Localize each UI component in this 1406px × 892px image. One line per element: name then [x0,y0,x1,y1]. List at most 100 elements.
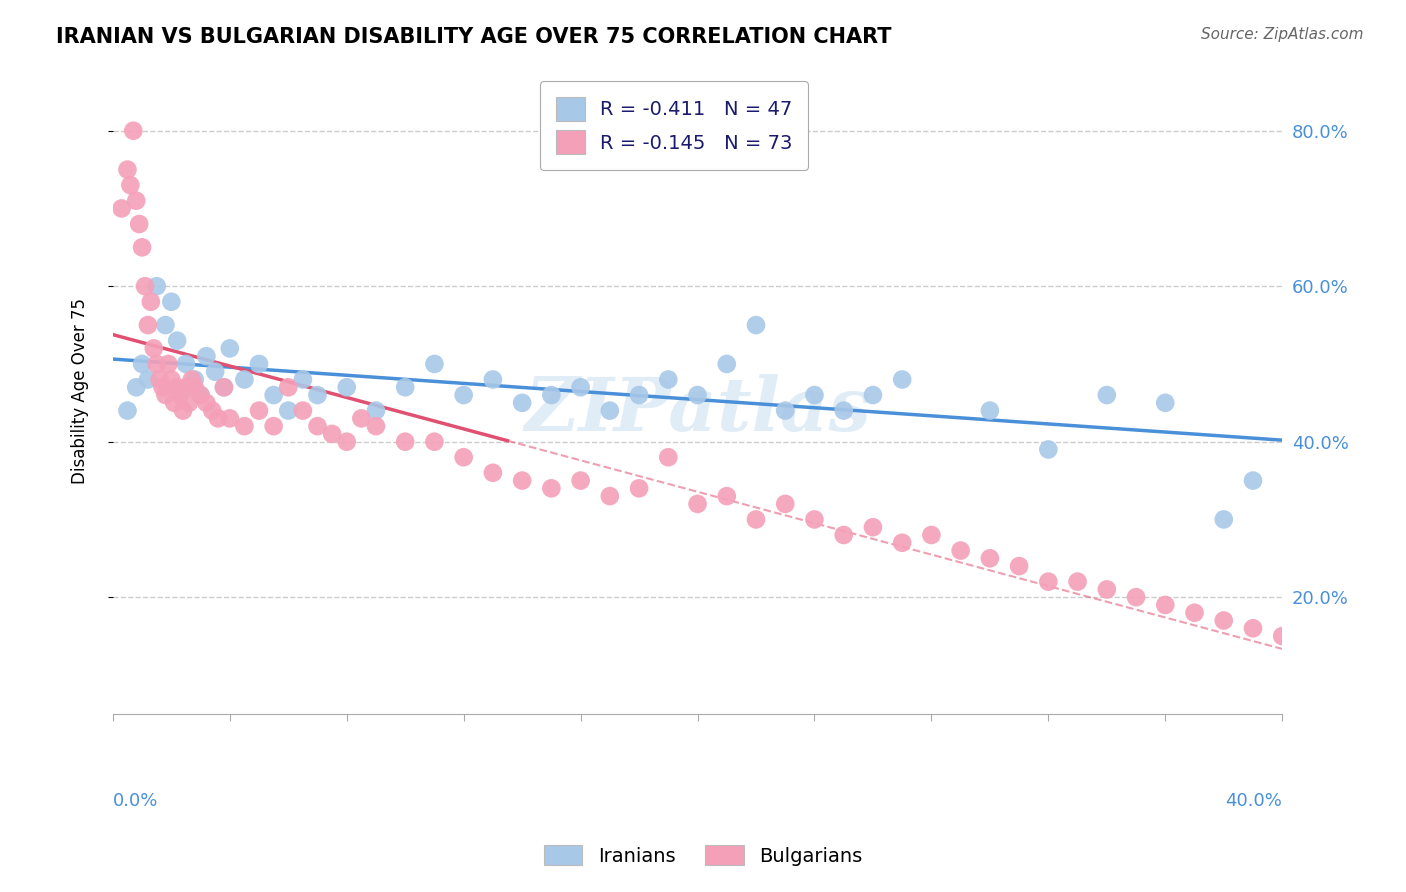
Point [862,388,884,402]
Point [364,419,387,434]
Point [145,357,167,371]
Point [832,403,855,417]
Point [1095,582,1118,597]
Point [862,520,884,534]
Point [803,512,825,526]
Point [218,342,240,356]
Point [773,403,796,417]
Point [145,279,167,293]
Point [1038,574,1060,589]
Text: 40.0%: 40.0% [1226,791,1282,810]
Point [321,426,343,441]
Point [686,388,709,402]
Point [160,372,183,386]
Legend: R = -0.411   N = 47, R = -0.145   N = 73: R = -0.411 N = 47, R = -0.145 N = 73 [540,81,808,169]
Point [716,357,738,371]
Point [247,357,270,371]
Point [1154,598,1177,612]
Point [190,388,212,402]
Point [139,294,162,309]
Point [166,380,188,394]
Point [111,202,134,216]
Point [745,318,768,332]
Point [125,380,148,394]
Point [136,318,159,332]
Point [157,357,180,371]
Point [233,419,256,434]
Point [1038,442,1060,457]
Point [207,411,229,425]
Point [195,349,218,363]
Point [263,419,285,434]
Point [174,380,197,394]
Point [920,528,942,542]
Point [195,396,218,410]
Point [423,434,446,449]
Point [394,434,416,449]
Point [233,372,256,386]
Point [160,294,183,309]
Point [510,396,533,410]
Point [1125,590,1147,604]
Point [803,388,825,402]
Point [163,396,186,410]
Point [628,481,651,495]
Point [166,334,188,348]
Point [142,342,165,356]
Point [122,124,145,138]
Point [117,162,139,177]
Point [1008,559,1031,574]
Point [482,466,505,480]
Point [979,403,1001,417]
Point [569,474,592,488]
Point [1066,574,1088,589]
Point [1241,474,1264,488]
Point [291,403,314,417]
Point [1154,396,1177,410]
Point [1241,621,1264,635]
Point [212,380,235,394]
Point [686,497,709,511]
Point [949,543,972,558]
Legend: Iranians, Bulgarians: Iranians, Bulgarians [536,838,870,873]
Point [716,489,738,503]
Point [136,372,159,386]
Point [1271,629,1294,643]
Point [540,481,562,495]
Point [1184,606,1206,620]
Point [131,357,153,371]
Point [773,497,796,511]
Point [180,372,202,386]
Point [247,403,270,417]
Text: Source: ZipAtlas.com: Source: ZipAtlas.com [1201,27,1364,42]
Point [453,450,475,465]
Point [891,372,914,386]
Point [832,528,855,542]
Point [183,372,205,386]
Point [453,388,475,402]
Point [336,380,359,394]
Point [218,411,240,425]
Point [155,388,177,402]
Point [307,419,329,434]
Point [891,535,914,549]
Point [277,380,299,394]
Point [204,365,226,379]
Point [364,403,387,417]
Point [291,372,314,386]
Point [657,372,679,386]
Point [128,217,150,231]
Point [117,403,139,417]
Point [263,388,285,402]
Point [190,388,212,402]
Point [307,388,329,402]
Point [745,512,768,526]
Point [657,450,679,465]
Text: IRANIAN VS BULGARIAN DISABILITY AGE OVER 75 CORRELATION CHART: IRANIAN VS BULGARIAN DISABILITY AGE OVER… [56,27,891,46]
Point [628,388,651,402]
Point [131,240,153,254]
Point [1301,637,1323,651]
Point [134,279,156,293]
Point [212,380,235,394]
Point [350,411,373,425]
